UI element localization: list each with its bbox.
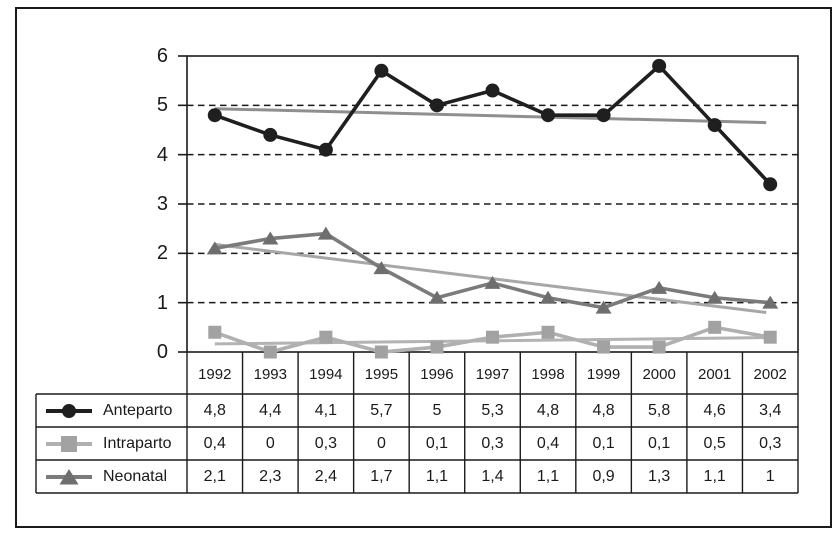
intraparto-square-marker: [763, 330, 777, 344]
table-cell: 0,1: [648, 435, 671, 452]
legend-label-intraparto: Intraparto: [103, 434, 172, 452]
table-cell: 4,8: [536, 402, 560, 419]
y-axis-label: 2: [156, 242, 168, 265]
anteparto-trendline: [214, 107, 767, 125]
y-axis-label: 3: [156, 193, 168, 215]
table-cell: 1,7: [370, 468, 393, 485]
x-axis-label: 1994: [309, 366, 343, 383]
neonatal-line-triangle-marker-icon: [46, 468, 92, 484]
y-axis-label: 5: [156, 94, 168, 117]
neonatal-triangle-marker: [373, 261, 390, 275]
neonatal-series-line: [214, 231, 771, 310]
neonatal-triangle-marker: [762, 295, 779, 309]
neonatal-triangle-marker: [484, 275, 501, 289]
table-cell: 1,1: [536, 468, 560, 485]
table-cell: 4,1: [314, 402, 337, 419]
table-cell: 1: [765, 468, 775, 485]
y-axis-label: 6: [156, 45, 168, 67]
table-cell: 2,3: [259, 468, 282, 485]
y-axis-label: 0: [156, 341, 168, 363]
x-axis-label: 1999: [586, 366, 621, 383]
table-cell: 0,4: [203, 435, 226, 452]
anteparto-circle-marker: [652, 58, 667, 73]
intraparto-square-marker: [597, 340, 611, 354]
table-cell: 5,8: [648, 402, 671, 419]
table-cell: 4,8: [203, 402, 226, 419]
legend-item-neonatal: Neonatal: [36, 460, 187, 493]
anteparto-circle-marker: [541, 108, 556, 123]
legend-item-anteparto: Anteparto: [36, 394, 187, 427]
anteparto-circle-marker: [263, 127, 278, 142]
anteparto-circle-marker: [485, 83, 500, 98]
intraparto-square-marker: [708, 320, 722, 334]
legend-label-anteparto: Anteparto: [103, 401, 173, 419]
y-axis-label: 4: [156, 143, 168, 166]
table-cell: 0,3: [481, 435, 504, 452]
anteparto-line-circle-marker-icon: [46, 403, 92, 418]
table-cell: 0,9: [592, 468, 615, 485]
table-cell: 0,1: [592, 435, 615, 452]
x-axis-label: 1992: [198, 366, 232, 383]
table-cell: 5,7: [370, 402, 393, 419]
table-cell: 1,3: [648, 468, 671, 485]
table-cell: 3,4: [759, 402, 782, 419]
neonatal-triangle-marker: [428, 290, 445, 304]
x-axis-label: 2002: [753, 366, 787, 383]
table-cell: 0,3: [759, 435, 782, 452]
table-cell: 5,3: [481, 402, 504, 419]
x-axis-label: 1997: [475, 366, 510, 383]
neonatal-trendline: [214, 242, 767, 315]
neonatal-triangle-marker: [262, 231, 279, 245]
x-axis-label: 1998: [531, 366, 565, 383]
legend-item-intraparto: Intraparto: [36, 427, 187, 460]
intraparto-line-square-marker-icon: [46, 435, 92, 452]
table-cell: 1,4: [481, 468, 504, 485]
table-cell: 1,1: [425, 468, 449, 485]
table-cell: 4,6: [703, 402, 726, 419]
figure-border: [15, 7, 832, 528]
anteparto-circle-marker: [763, 177, 778, 192]
anteparto-circle-marker: [429, 98, 444, 113]
neonatal-triangle-marker: [706, 290, 723, 304]
neonatal-triangle-marker: [540, 290, 557, 304]
anteparto-circle-marker: [596, 108, 611, 123]
intraparto-square-marker: [541, 325, 555, 339]
anteparto-circle-marker: [207, 108, 222, 123]
table-cell: 4,4: [259, 402, 282, 419]
x-axis-label: 2000: [642, 366, 676, 383]
legend-label-neonatal: Neonatal: [103, 467, 168, 485]
table-cell: 0,4: [536, 435, 560, 452]
table-cell: 0,3: [314, 435, 337, 452]
x-axis-label: 1993: [253, 366, 287, 383]
intraparto-square-marker: [374, 345, 388, 359]
x-axis-label: 2001: [697, 366, 732, 383]
anteparto-circle-marker: [374, 63, 389, 78]
table-cell: 0,5: [703, 435, 726, 452]
neonatal-triangle-marker: [317, 226, 334, 240]
table-cell: 4,8: [592, 402, 615, 419]
x-axis-label: 1996: [420, 366, 454, 383]
table-cell: 0,1: [425, 435, 449, 452]
neonatal-triangle-marker: [595, 300, 612, 314]
intraparto-square-marker: [486, 330, 499, 344]
intraparto-square-marker: [208, 325, 222, 339]
intraparto-square-marker: [430, 340, 444, 354]
anteparto-circle-marker: [707, 118, 722, 133]
anteparto-circle-marker: [318, 142, 333, 157]
y-axis-label: 1: [156, 291, 168, 314]
neonatal-triangle-marker: [651, 280, 668, 294]
intraparto-square-marker: [319, 330, 333, 344]
table-cell: 0: [265, 435, 275, 452]
table-cell: 2,4: [314, 468, 337, 485]
intraparto-square-marker: [263, 345, 277, 359]
intraparto-square-marker: [652, 340, 666, 354]
table-cell: 0: [376, 435, 386, 452]
x-axis-label: 1995: [364, 366, 399, 383]
table-cell: 2,1: [203, 468, 226, 485]
neonatal-triangle-marker: [206, 241, 223, 255]
table-cell: 1,1: [703, 468, 726, 485]
table-cell: 5: [432, 402, 442, 419]
